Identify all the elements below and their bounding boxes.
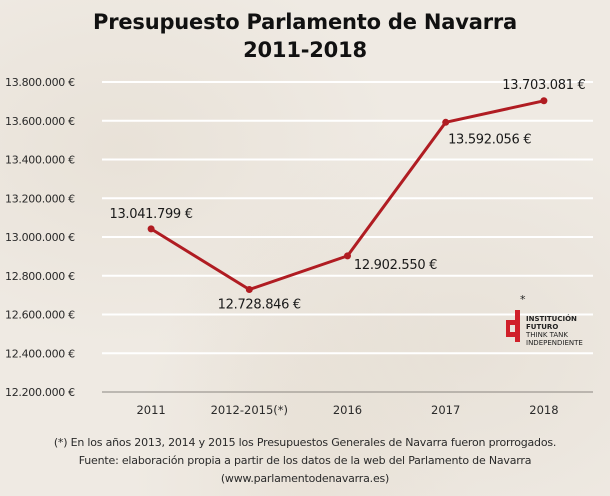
footnote-source: Fuente: elaboración propia a partir de l…	[78, 454, 532, 467]
series-line-path	[150, 99, 545, 292]
logo-line-1: INSTITUCIÓN	[526, 315, 577, 323]
y-tick-label: 12.200.000 €	[5, 386, 75, 399]
y-tick-label: 13.800.000 €	[5, 76, 75, 89]
y-tick-label: 12.600.000 €	[5, 309, 75, 322]
data-label: 12.728.846 €	[218, 298, 301, 313]
institucion-futuro-logo: * INSTITUCIÓN FUTURO THINK TANK INDEPEND…	[506, 293, 596, 353]
chart-title: Presupuesto Parlamento de Navarra	[93, 10, 517, 34]
data-point	[442, 118, 450, 126]
logo-line-4: INDEPENDIENTE	[526, 339, 583, 347]
data-labels: 13.041.799 € 12.728.846 € 12.902.550 € 13.5…	[109, 78, 585, 313]
footnote-url: (www.parlamentodenavarra.es)	[220, 472, 390, 485]
data-label: 13.041.799 €	[109, 207, 192, 222]
y-tick-label: 12.400.000 €	[5, 347, 75, 360]
x-axis-ticks: 2011 2012-2015(*) 2016 2017 2018	[136, 403, 558, 417]
y-tick-label: 13.400.000 €	[5, 154, 75, 167]
x-tick-label: 2018	[529, 403, 558, 417]
data-point	[147, 225, 155, 233]
x-tick-label: 2012-2015(*)	[211, 403, 288, 417]
y-axis-ticks: 12.200.000 € 12.400.000 € 12.600.000 € 12.8…	[5, 76, 75, 399]
gridlines	[102, 81, 593, 393]
y-tick-label: 13.600.000 €	[5, 115, 75, 128]
logo-line-3: THINK TANK	[526, 331, 569, 339]
y-tick-label: 13.200.000 €	[5, 192, 75, 205]
x-tick-label: 2011	[136, 403, 165, 417]
data-point	[344, 252, 351, 260]
logo-line-2: FUTURO	[526, 323, 559, 331]
footnote-prorogation: (*) En los años 2013, 2014 y 2015 los Pr…	[53, 436, 557, 449]
star-icon: *	[520, 293, 526, 306]
y-tick-label: 13.000.000 €	[5, 231, 75, 244]
data-label: 13.703.081 €	[502, 78, 585, 93]
series-line	[147, 97, 548, 294]
x-tick-label: 2016	[333, 403, 362, 417]
line-chart: 12.200.000 € 12.400.000 € 12.600.000 € 12.8…	[5, 76, 593, 417]
logo-text: INSTITUCIÓN FUTURO THINK TANK INDEPENDIE…	[526, 315, 583, 347]
y-tick-label: 12.800.000 €	[5, 270, 75, 283]
logo-mark-icon	[506, 310, 520, 342]
data-label: 12.902.550 €	[354, 258, 437, 273]
data-point	[245, 286, 253, 294]
data-label: 13.592.056 €	[448, 132, 531, 147]
x-tick-label: 2017	[431, 403, 460, 417]
data-point	[540, 97, 548, 105]
chart-subtitle: 2011-2018	[243, 38, 367, 62]
